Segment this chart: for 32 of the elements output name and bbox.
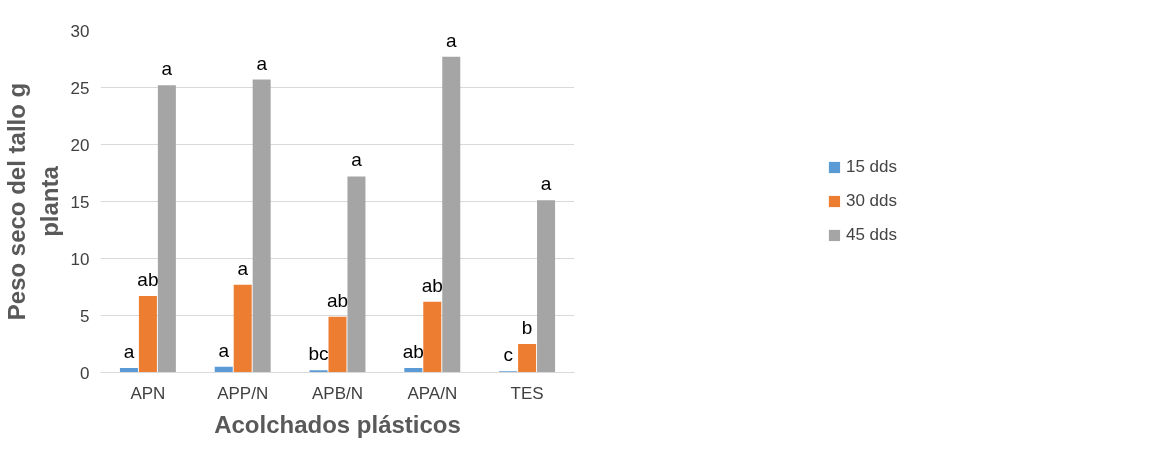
y-tick-label: 10 <box>70 249 90 269</box>
legend-label: 15 dds <box>845 157 898 177</box>
x-tick-label: APN <box>130 383 166 403</box>
x-tick-label: TES <box>510 383 544 403</box>
data-label: a <box>218 339 230 361</box>
y-axis-title: Peso seco del tallo g planta <box>3 82 63 321</box>
data-label: bc <box>308 343 329 365</box>
y-tick-label: 20 <box>70 135 90 155</box>
y-tick-label: 5 <box>80 306 90 326</box>
data-label: a <box>256 52 268 74</box>
legend-label: 30 dds <box>845 191 898 211</box>
data-label: ab <box>326 289 349 311</box>
y-tick-label: 15 <box>70 192 90 212</box>
data-label: a <box>161 58 173 80</box>
data-label: ab <box>421 274 443 296</box>
data-label: a <box>123 340 135 362</box>
x-tick-label: APB/N <box>311 383 364 403</box>
y-tick-label: 0 <box>80 363 90 383</box>
y-tick-label: 30 <box>70 21 90 41</box>
data-label: a <box>237 257 249 279</box>
y-tick-label: 25 <box>70 78 90 98</box>
legend-label: 45 dds <box>845 225 898 245</box>
data-label: ab <box>402 340 424 362</box>
data-label: a <box>351 149 363 171</box>
data-label: c <box>503 344 513 366</box>
data-label: a <box>445 29 457 51</box>
data-label: ab <box>137 269 159 291</box>
x-axis-title: Acolchados plásticos <box>214 410 461 438</box>
data-label: b <box>521 317 533 338</box>
data-label: a <box>540 173 552 195</box>
x-tick-label: APA/N <box>407 383 458 403</box>
x-tick-label: APP/N <box>217 383 269 403</box>
